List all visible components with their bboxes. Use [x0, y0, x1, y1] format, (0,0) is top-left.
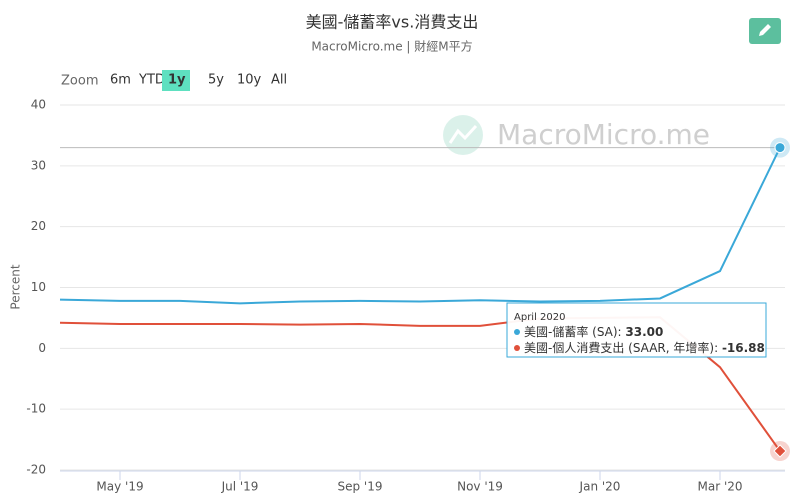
chart-title: 美國-儲蓄率vs.消費支出 — [306, 13, 479, 32]
y-tick-label: -10 — [26, 402, 46, 416]
x-tick-label: Jul '19 — [221, 480, 259, 494]
y-tick-label: 30 — [31, 158, 46, 172]
x-tick-label: Nov '19 — [457, 480, 503, 494]
edit-button[interactable] — [749, 18, 781, 44]
tooltip-row: 美國-儲蓄率 (SA): 33.00 — [524, 324, 663, 339]
y-axis-label: Percent — [9, 264, 23, 309]
tooltip-box — [506, 302, 767, 358]
zoom-button[interactable]: 10y — [237, 73, 262, 88]
tooltip-dot — [514, 329, 520, 335]
x-tick-label: Sep '19 — [338, 480, 383, 494]
zoom-label: Zoom — [61, 74, 98, 89]
tooltip-label: 美國-個人消費支出 (SAAR, 年增率): — [524, 340, 722, 355]
y-tick-label: 10 — [31, 280, 46, 294]
x-tick-label: Mar '20 — [697, 480, 742, 494]
watermark-text: MacroMicro.me — [497, 118, 710, 151]
zoom-button-active[interactable] — [162, 70, 190, 91]
tooltip-label: 美國-儲蓄率 (SA): — [524, 324, 625, 339]
y-tick-label: -20 — [26, 463, 46, 477]
zoom-button[interactable]: YTD — [138, 73, 165, 88]
point-marker — [774, 142, 786, 154]
y-tick-label: 20 — [31, 219, 46, 233]
tooltip-title: April 2020 — [514, 312, 565, 323]
zoom-button[interactable]: All — [271, 73, 287, 88]
zoom-button[interactable]: 5y — [208, 73, 224, 88]
y-tick-label: 40 — [31, 98, 46, 112]
series-line — [59, 147, 781, 305]
point-marker — [773, 444, 787, 458]
x-tick-label: May '19 — [96, 480, 143, 494]
watermark — [443, 115, 483, 155]
tooltip-row: 美國-個人消費支出 (SAAR, 年增率): -16.88 — [524, 340, 765, 355]
tooltip-value: -16.88 — [722, 341, 765, 355]
x-tick-label: Jan '20 — [579, 480, 621, 494]
tooltip-dot — [514, 345, 520, 351]
zoom-button[interactable]: 6m — [110, 73, 131, 88]
chart-subtitle: MacroMicro.me | 財經M平方 — [311, 39, 472, 54]
y-tick-label: 0 — [38, 341, 46, 355]
zoom-button[interactable]: 1y — [168, 73, 186, 88]
tooltip-value: 33.00 — [625, 325, 663, 339]
